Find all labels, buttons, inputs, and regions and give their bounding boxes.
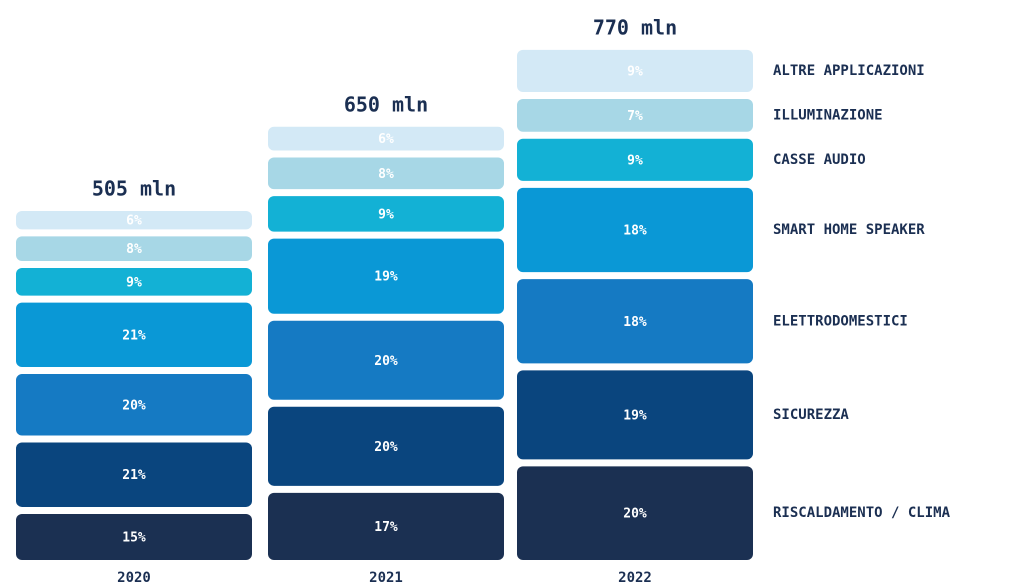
data-label: 6% <box>126 214 142 229</box>
x-tick-label: 2020 <box>117 570 151 586</box>
legend-label: SMART HOME SPEAKER <box>773 222 925 238</box>
bar-segment <box>517 98 753 132</box>
bar-segment <box>16 442 252 507</box>
bar-segment <box>517 466 753 560</box>
bar-segment <box>268 238 504 314</box>
bar-segment <box>517 138 753 181</box>
x-tick-label: 2021 <box>369 570 403 586</box>
data-label: 15% <box>122 530 146 545</box>
data-label: 20% <box>374 440 398 455</box>
legend-label: ALTRE APPLICAZIONI <box>773 63 925 79</box>
data-label: 20% <box>122 398 146 413</box>
data-label: 18% <box>623 224 647 239</box>
total-label: 505 mln <box>92 176 176 200</box>
data-label: 6% <box>378 132 394 147</box>
data-label: 20% <box>374 354 398 369</box>
data-label: 17% <box>374 520 398 535</box>
data-label: 9% <box>378 207 394 222</box>
bar-segment <box>517 279 753 364</box>
bar-segment <box>16 513 252 560</box>
x-tick-label: 2022 <box>618 570 652 586</box>
data-label: 9% <box>126 275 142 290</box>
bar-segment <box>16 210 252 230</box>
legend-label: ILLUMINAZIONE <box>773 107 883 123</box>
bar-segment <box>517 187 753 273</box>
data-label: 9% <box>627 153 643 168</box>
data-label: 8% <box>126 242 142 257</box>
legend-label: CASSE AUDIO <box>773 152 866 168</box>
total-label: 770 mln <box>593 15 677 39</box>
total-label: 650 mln <box>344 92 428 116</box>
bar-segment <box>517 49 753 92</box>
data-label: 19% <box>623 408 647 423</box>
bar-segment <box>268 406 504 486</box>
data-label: 20% <box>623 507 647 522</box>
data-label: 19% <box>374 270 398 285</box>
bar-segment <box>268 492 504 560</box>
legend-label: ELETTRODOMESTICI <box>773 313 908 329</box>
data-label: 9% <box>627 64 643 79</box>
bar-segment <box>268 126 504 151</box>
legend-label: SICUREZZA <box>773 407 849 423</box>
bar-segment <box>16 374 252 436</box>
bar-segment <box>268 157 504 190</box>
data-label: 18% <box>623 315 647 330</box>
data-label: 7% <box>627 109 643 124</box>
bar-segment <box>16 267 252 296</box>
bar-segment <box>16 302 252 368</box>
bar-segment <box>16 236 252 261</box>
legend-label: RISCALDAMENTO / CLIMA <box>773 505 951 521</box>
bar-segment <box>268 320 504 400</box>
bar-segment <box>268 196 504 232</box>
data-label: 21% <box>122 328 146 343</box>
bar-segment <box>517 370 753 460</box>
data-label: 21% <box>122 468 146 483</box>
data-label: 8% <box>378 167 394 182</box>
